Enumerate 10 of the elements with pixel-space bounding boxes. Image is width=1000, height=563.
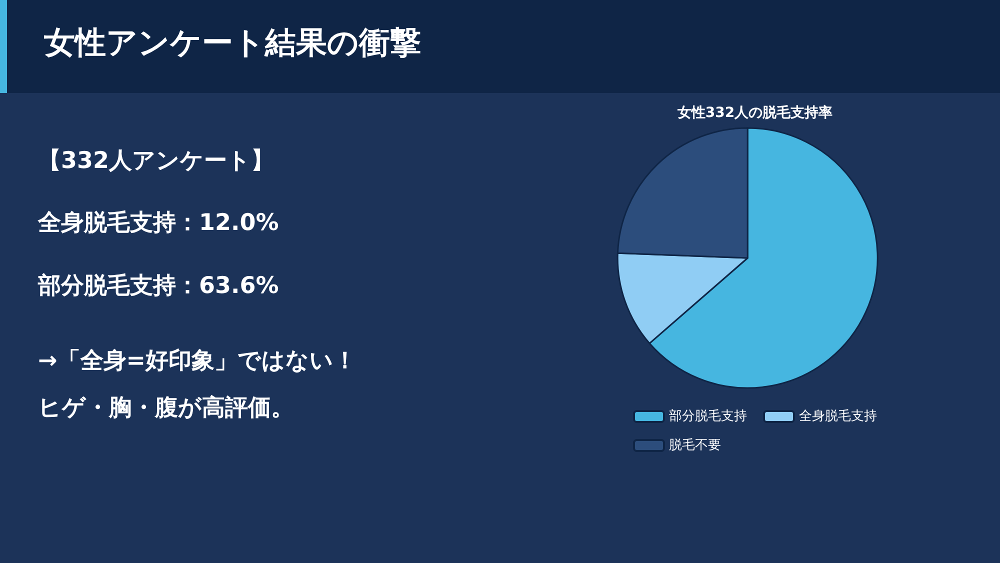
- legend-label: 部分脱毛支持: [669, 409, 747, 424]
- text: 全身脱毛支持：12.0%: [38, 209, 279, 238]
- text: 【332人アンケート】: [38, 147, 274, 176]
- text: →「全身=好印象」ではない！: [38, 347, 357, 376]
- text: ヒゲ・胸・腹が高評価。: [38, 394, 294, 423]
- text: 部分脱毛支持：63.6%: [38, 272, 279, 301]
- legend-label: 全身脱毛支持: [799, 409, 877, 424]
- chart-title: 女性332人の脱毛支持率: [676, 104, 833, 121]
- legend-label: 脱毛不要: [669, 438, 721, 453]
- text: 女性アンケート結果の衝撃: [44, 24, 421, 63]
